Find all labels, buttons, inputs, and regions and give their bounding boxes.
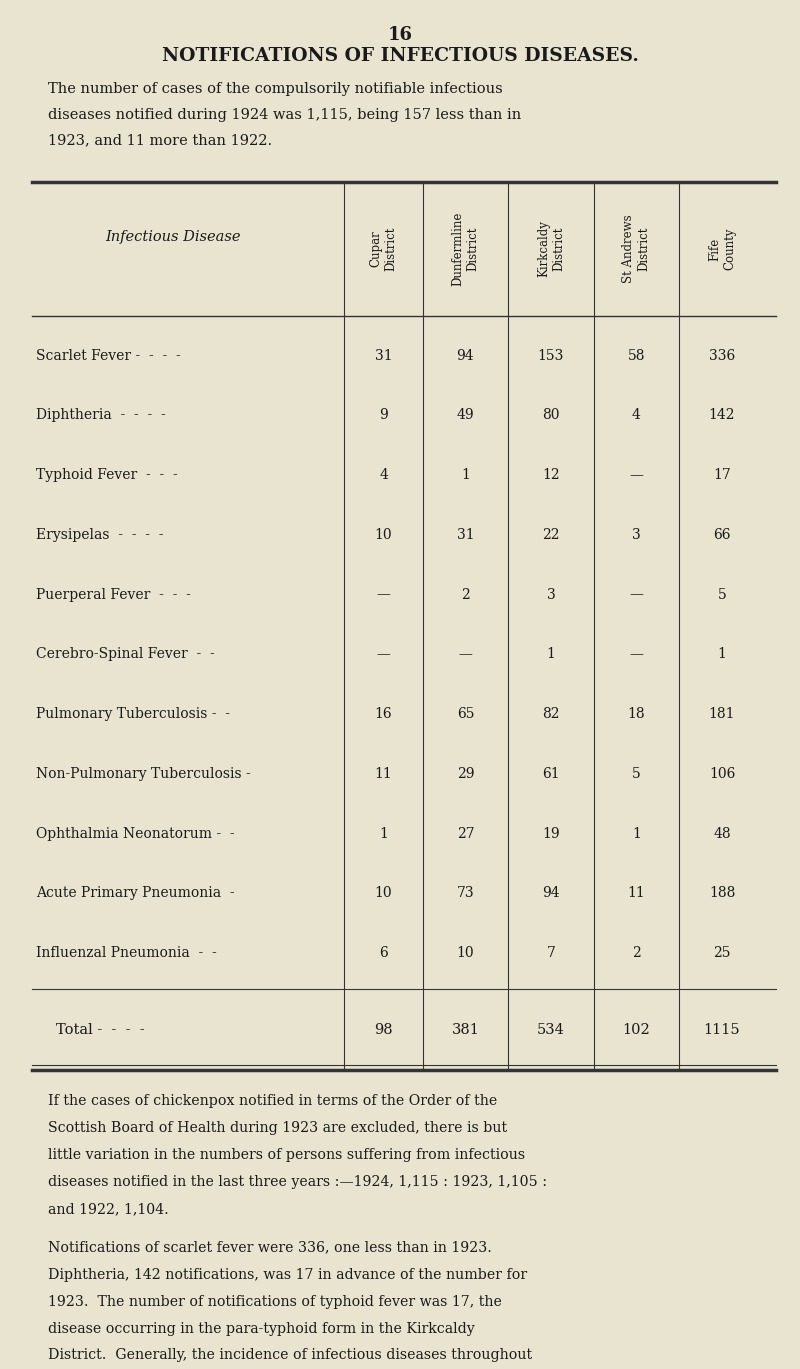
Text: Diphtheria  -  -  -  -: Diphtheria - - - - bbox=[36, 408, 166, 422]
Text: 3: 3 bbox=[546, 587, 555, 601]
Text: 1: 1 bbox=[461, 468, 470, 482]
Text: If the cases of chickenpox notified in terms of the Order of the: If the cases of chickenpox notified in t… bbox=[48, 1094, 498, 1109]
Text: 4: 4 bbox=[379, 468, 388, 482]
Text: 17: 17 bbox=[713, 468, 731, 482]
Text: 27: 27 bbox=[457, 827, 474, 841]
Text: Cerebro-Spinal Fever  -  -: Cerebro-Spinal Fever - - bbox=[36, 648, 214, 661]
Text: —: — bbox=[630, 468, 643, 482]
Text: 1: 1 bbox=[546, 648, 555, 661]
Text: 7: 7 bbox=[546, 946, 555, 960]
Text: Scottish Board of Health during 1923 are excluded, there is but: Scottish Board of Health during 1923 are… bbox=[48, 1121, 507, 1135]
Text: 31: 31 bbox=[457, 528, 474, 542]
Text: 10: 10 bbox=[457, 946, 474, 960]
Text: 188: 188 bbox=[709, 886, 735, 901]
Text: 73: 73 bbox=[457, 886, 474, 901]
Text: 65: 65 bbox=[457, 706, 474, 721]
Text: 19: 19 bbox=[542, 827, 560, 841]
Text: 16: 16 bbox=[374, 706, 392, 721]
Text: Notifications of scarlet fever were 336, one less than in 1923.: Notifications of scarlet fever were 336,… bbox=[48, 1240, 492, 1255]
Text: 49: 49 bbox=[457, 408, 474, 422]
Text: 94: 94 bbox=[542, 886, 560, 901]
Text: —: — bbox=[377, 587, 390, 601]
Text: St Andrews
District: St Andrews District bbox=[622, 215, 650, 283]
Text: diseases notified in the last three years :—1924, 1,115 : 1923, 1,105 :: diseases notified in the last three year… bbox=[48, 1175, 547, 1190]
Text: 336: 336 bbox=[709, 349, 735, 363]
Text: Typhoid Fever  -  -  -: Typhoid Fever - - - bbox=[36, 468, 178, 482]
Text: 3: 3 bbox=[632, 528, 641, 542]
Text: 2: 2 bbox=[632, 946, 641, 960]
Text: The number of cases of the compulsorily notifiable infectious: The number of cases of the compulsorily … bbox=[48, 82, 502, 96]
Text: 12: 12 bbox=[542, 468, 560, 482]
Text: 9: 9 bbox=[379, 408, 388, 422]
Text: NOTIFICATIONS OF INFECTIOUS DISEASES.: NOTIFICATIONS OF INFECTIOUS DISEASES. bbox=[162, 47, 638, 64]
Text: 153: 153 bbox=[538, 349, 564, 363]
Text: 98: 98 bbox=[374, 1023, 393, 1036]
Text: Total -  -  -  -: Total - - - - bbox=[56, 1023, 145, 1036]
Text: 381: 381 bbox=[451, 1023, 479, 1036]
Text: 22: 22 bbox=[542, 528, 560, 542]
Text: 1923.  The number of notifications of typhoid fever was 17, the: 1923. The number of notifications of typ… bbox=[48, 1295, 502, 1309]
Text: Erysipelas  -  -  -  -: Erysipelas - - - - bbox=[36, 528, 163, 542]
Text: Diphtheria, 142 notifications, was 17 in advance of the number for: Diphtheria, 142 notifications, was 17 in… bbox=[48, 1268, 527, 1281]
Text: Scarlet Fever -  -  -  -: Scarlet Fever - - - - bbox=[36, 349, 181, 363]
Text: 1: 1 bbox=[718, 648, 726, 661]
Text: —: — bbox=[458, 648, 472, 661]
Text: 58: 58 bbox=[628, 349, 646, 363]
Text: 31: 31 bbox=[374, 349, 392, 363]
Text: 181: 181 bbox=[709, 706, 735, 721]
Text: Non-Pulmonary Tuberculosis -: Non-Pulmonary Tuberculosis - bbox=[36, 767, 250, 780]
Text: diseases notified during 1924 was 1,115, being 157 less than in: diseases notified during 1924 was 1,115,… bbox=[48, 108, 522, 122]
Text: Infectious Disease: Infectious Disease bbox=[105, 230, 240, 244]
Text: 106: 106 bbox=[709, 767, 735, 780]
Text: 61: 61 bbox=[542, 767, 560, 780]
Text: disease occurring in the para-typhoid form in the Kirkcaldy: disease occurring in the para-typhoid fo… bbox=[48, 1321, 474, 1336]
Text: Fife
County: Fife County bbox=[708, 227, 736, 270]
Text: 142: 142 bbox=[709, 408, 735, 422]
Text: 11: 11 bbox=[628, 886, 646, 901]
Text: 10: 10 bbox=[374, 886, 392, 901]
Text: 25: 25 bbox=[714, 946, 731, 960]
Text: 102: 102 bbox=[622, 1023, 650, 1036]
Text: Puerperal Fever  -  -  -: Puerperal Fever - - - bbox=[36, 587, 191, 601]
Text: Dunfermline
District: Dunfermline District bbox=[451, 212, 479, 286]
Text: 2: 2 bbox=[461, 587, 470, 601]
Text: Influenzal Pneumonia  -  -: Influenzal Pneumonia - - bbox=[36, 946, 217, 960]
Text: 534: 534 bbox=[537, 1023, 565, 1036]
Text: 16: 16 bbox=[387, 26, 413, 44]
Text: 11: 11 bbox=[374, 767, 393, 780]
Text: Kirkcaldy
District: Kirkcaldy District bbox=[537, 220, 565, 278]
Text: 29: 29 bbox=[457, 767, 474, 780]
Text: 1115: 1115 bbox=[704, 1023, 740, 1036]
Text: Pulmonary Tuberculosis -  -: Pulmonary Tuberculosis - - bbox=[36, 706, 230, 721]
Text: District.  Generally, the incidence of infectious diseases throughout: District. Generally, the incidence of in… bbox=[48, 1348, 532, 1362]
Text: 80: 80 bbox=[542, 408, 560, 422]
Text: 48: 48 bbox=[714, 827, 731, 841]
Text: —: — bbox=[630, 648, 643, 661]
Text: and 1922, 1,104.: and 1922, 1,104. bbox=[48, 1202, 169, 1216]
Text: 1: 1 bbox=[632, 827, 641, 841]
Text: 6: 6 bbox=[379, 946, 388, 960]
Text: Ophthalmia Neonatorum -  -: Ophthalmia Neonatorum - - bbox=[36, 827, 234, 841]
Text: 1923, and 11 more than 1922.: 1923, and 11 more than 1922. bbox=[48, 134, 272, 148]
Text: 10: 10 bbox=[374, 528, 392, 542]
Text: Acute Primary Pneumonia  -: Acute Primary Pneumonia - bbox=[36, 886, 234, 901]
Text: —: — bbox=[377, 648, 390, 661]
Text: 18: 18 bbox=[628, 706, 646, 721]
Text: —: — bbox=[630, 587, 643, 601]
Text: little variation in the numbers of persons suffering from infectious: little variation in the numbers of perso… bbox=[48, 1149, 525, 1162]
Text: Cupar
District: Cupar District bbox=[370, 227, 398, 271]
Text: 5: 5 bbox=[632, 767, 641, 780]
Text: 4: 4 bbox=[632, 408, 641, 422]
Text: 82: 82 bbox=[542, 706, 560, 721]
Text: 1: 1 bbox=[379, 827, 388, 841]
Text: 66: 66 bbox=[714, 528, 731, 542]
Text: 5: 5 bbox=[718, 587, 726, 601]
Text: 94: 94 bbox=[457, 349, 474, 363]
